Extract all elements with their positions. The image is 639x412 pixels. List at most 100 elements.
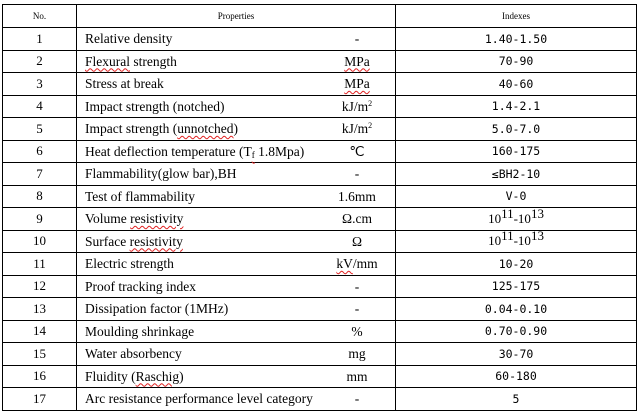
property-name: Stress at break: [85, 76, 164, 92]
property-cell: Proof tracking index -: [76, 274, 397, 298]
text-part: /mm: [352, 256, 378, 271]
text-part: 160-175: [491, 144, 541, 159]
property-name: Impact strength (notched): [85, 99, 224, 115]
properties-table: No. Properties Indexes 1 Relative density…: [2, 4, 637, 411]
index-value: 160-175: [395, 139, 637, 163]
property-cell: Flexural strength MPa: [76, 49, 397, 73]
property-cell: Dissipation factor (1MHz) -: [76, 297, 396, 321]
text-part: Water absorbency: [85, 346, 182, 361]
index-value: 10-20: [395, 252, 637, 276]
property-cell: Stress at break MPa: [76, 72, 396, 96]
property-cell: Impact strength (notched) kJ/m2: [76, 94, 396, 118]
property-unit: mg: [317, 346, 397, 362]
table-row: 8 Test of flammability 1.6mm V-0: [2, 184, 637, 208]
header-indexes: Indexes: [395, 4, 637, 28]
property-unit: Ω: [317, 234, 397, 250]
text-part: Stress at break: [85, 76, 164, 91]
text-part: Fluidity (: [85, 368, 136, 384]
property-unit: -: [317, 279, 397, 295]
text-part: mg: [348, 346, 366, 361]
table-row: 15 Water absorbency mg 30-70: [2, 342, 637, 366]
row-number: 2: [2, 49, 77, 73]
table-row: 6 Heat deflection temperature (Tf 1.8Mpa)…: [2, 139, 637, 163]
text-part: mm: [346, 368, 368, 384]
text-part: Raschig: [135, 368, 180, 384]
row-number: 15: [2, 342, 77, 366]
text-part: Proof tracking index: [85, 278, 196, 294]
index-value: 5.0-7.0: [395, 117, 637, 141]
row-number: 12: [2, 274, 77, 298]
table-row: 2 Flexural strength MPa 70-90: [2, 49, 637, 73]
text-part: 10-20: [498, 256, 534, 271]
property-name: Moulding shrinkage: [85, 324, 194, 340]
table-row: 9 Volume resistivity Ω.cm 1011-1013: [2, 205, 637, 231]
property-cell: Volume resistivity Ω.cm: [76, 207, 396, 231]
text-part: V-0: [505, 189, 527, 204]
index-value: 125-175: [395, 274, 637, 298]
property-cell: Impact strength (unnotched) kJ/m2: [76, 117, 397, 141]
property-unit: MPa: [317, 54, 397, 70]
text-part: kV: [336, 256, 353, 271]
row-number: 10: [2, 229, 77, 253]
text-part: 13: [530, 205, 544, 221]
text-part: unnotched: [177, 121, 234, 136]
property-cell: Surface resistivity Ω: [76, 229, 397, 253]
index-value: 0.70-0.90: [395, 319, 637, 343]
text-part: strength: [130, 53, 177, 69]
property-unit: -: [317, 166, 397, 182]
row-number: 17: [2, 387, 77, 411]
text-part: 1.6mm: [338, 188, 376, 204]
text-part: Impact strength (notched): [85, 98, 225, 114]
text-part: 1.4-2.1: [491, 99, 541, 114]
table-row: 5 Impact strength (unnotched) kJ/m2 5.0-7.0: [2, 117, 637, 141]
row-number: 13: [2, 297, 77, 321]
text-part: ℃: [349, 143, 365, 159]
text-part: MPa: [344, 53, 370, 69]
index-value: 1011-1013: [395, 205, 637, 231]
text-part: 5.0-7.0: [491, 121, 541, 136]
text-part: 2: [368, 121, 373, 130]
table-body: 1 Relative density -1.40-1.50 2 Flexural str…: [2, 27, 637, 411]
property-unit: kJ/m2: [317, 121, 397, 137]
property-name: Volume resistivity: [85, 211, 183, 227]
property-cell: Flammability(glow bar),BH -: [76, 162, 397, 186]
text-part: ≤BH2-10: [491, 166, 541, 181]
text-part: 10: [488, 210, 502, 226]
property-name: Impact strength (unnotched): [85, 121, 238, 137]
property-name: Water absorbency: [85, 346, 182, 362]
text-part: Arc resistance performance level categor…: [85, 391, 313, 406]
row-number: 5: [2, 117, 77, 141]
index-value: 0.04-0.10: [395, 297, 637, 321]
text-part: 30-70: [498, 346, 534, 361]
table-row: 3 Stress at break MPa 40-60: [2, 72, 637, 96]
table-row: 7 Flammability(glow bar),BH - ≤BH2-10: [2, 162, 637, 186]
text-part: Heat deflection temperature (T: [85, 143, 252, 159]
text-part: 13: [530, 228, 544, 244]
index-value: 30-70: [395, 342, 637, 366]
index-value: 70-90: [395, 49, 637, 73]
property-name: Flexural strength: [85, 54, 177, 70]
property-cell: Arc resistance performance level categor…: [76, 387, 396, 411]
text-part: 5: [512, 391, 520, 406]
text-part: Surface: [85, 233, 130, 249]
text-part: 0.04-0.10: [484, 301, 548, 316]
text-part: f: [251, 149, 255, 160]
table-row: 11 Electric strength kV/mm 10-20: [2, 252, 637, 276]
property-name: Electric strength: [85, 256, 174, 272]
text-part: ): [179, 368, 184, 384]
table-row: 14 Moulding shrinkage% 0.70-0.90: [2, 319, 637, 343]
property-cell: Moulding shrinkage%: [76, 319, 396, 343]
property-name: Fluidity (Raschig): [85, 369, 184, 385]
index-value: 40-60: [395, 72, 637, 96]
text-part: Moulding shrinkage: [85, 323, 195, 339]
table-row: 4 Impact strength (notched) kJ/m2 1.4-2.1: [2, 94, 637, 118]
table-row: 10 Surface resistivity Ω 1011-1013: [2, 228, 637, 253]
row-number: 11: [2, 252, 77, 276]
table-row: 12 Proof tracking index - 125-175: [2, 274, 637, 298]
row-number: 3: [2, 72, 77, 96]
row-number: 7: [2, 162, 77, 186]
text-part: Electric strength: [85, 256, 174, 271]
index-value: 5: [395, 387, 637, 411]
text-part: 11: [501, 205, 514, 221]
text-part: Flammability(glow bar),BH: [85, 166, 237, 181]
